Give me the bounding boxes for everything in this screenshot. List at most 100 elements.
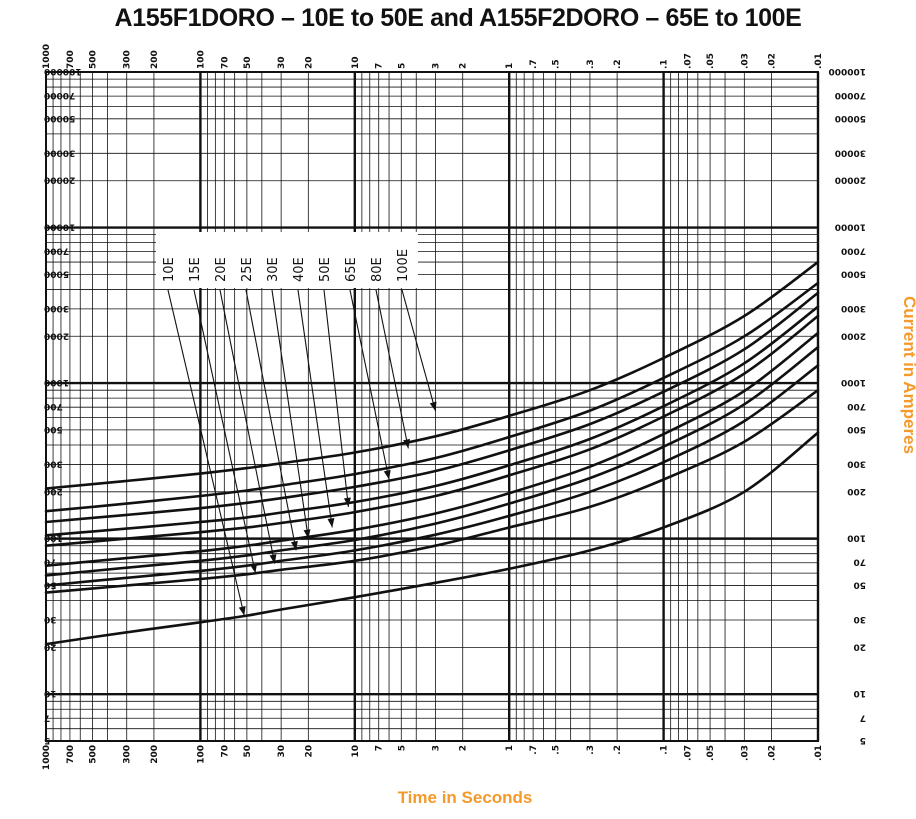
leader-line-40e xyxy=(297,289,333,528)
x-tick-label-top: .5 xyxy=(552,59,562,69)
legend-label-15e: 15E xyxy=(188,257,203,282)
y-tick-label-right: 30 xyxy=(853,614,866,624)
y-tick-label-right: 30000 xyxy=(835,147,866,157)
x-tick-label-top: .7 xyxy=(529,59,539,69)
legend-label-25e: 25E xyxy=(240,257,255,282)
y-tick-label-right: 500 xyxy=(847,424,866,434)
x-tick-label-bottom: 500 xyxy=(88,745,98,764)
chart-title: A155F1DORO – 10E to 50E and A155F2DORO –… xyxy=(114,4,802,32)
legend-label-50e: 50E xyxy=(318,257,333,282)
legend-label-65e: 65E xyxy=(344,257,359,282)
x-tick-label-top: .03 xyxy=(740,53,750,69)
x-tick-label-top: .1 xyxy=(660,59,670,69)
x-tick-label-bottom: .02 xyxy=(768,745,778,761)
legend-label-20e: 20E xyxy=(214,257,229,282)
x-tick-label-bottom: 2 xyxy=(459,745,469,751)
leader-arrow-50e xyxy=(343,497,351,507)
legend-label-30e: 30E xyxy=(266,257,281,282)
x-tick-label-bottom: .3 xyxy=(586,745,596,755)
y-tick-label-right: 50 xyxy=(853,579,866,589)
x-tick-label-top: 50 xyxy=(243,56,253,69)
leader-arrow-40e xyxy=(327,518,335,528)
x-tick-label-bottom: 20 xyxy=(304,745,314,758)
y-tick-label-left: 100 xyxy=(44,533,63,543)
y-tick-label-left: 700 xyxy=(44,401,63,411)
y-tick-label-right: 7 xyxy=(860,712,866,722)
y-tick-label-left: 70 xyxy=(44,557,57,567)
y-tick-label-left: 10 xyxy=(44,688,57,698)
series-line-20e xyxy=(44,364,820,587)
y-tick-label-right: 20000 xyxy=(835,175,866,185)
leader-line-100e xyxy=(401,289,437,412)
x-tick-label-top: 7 xyxy=(375,63,385,69)
y-tick-label-left: 30 xyxy=(44,614,57,624)
series-line-15e xyxy=(44,388,820,594)
x-tick-label-bottom: 1000 xyxy=(42,745,52,770)
y-tick-label-right: 1000 xyxy=(841,377,866,387)
x-tick-label-bottom: .05 xyxy=(706,745,716,761)
y-tick-label-left: 1000 xyxy=(44,377,69,387)
x-tick-label-top: 100 xyxy=(196,50,206,69)
y-tick-label-right: 3000 xyxy=(841,303,866,313)
x-tick-label-bottom: 200 xyxy=(150,745,160,764)
y-tick-label-left: 200 xyxy=(44,486,63,496)
x-tick-label-bottom: 700 xyxy=(66,745,76,764)
y-tick-label-left: 20 xyxy=(44,641,57,651)
y-axis-label: Current in Amperes xyxy=(900,296,916,454)
x-tick-label-top: .07 xyxy=(684,53,694,69)
x-tick-label-top: 70 xyxy=(220,56,230,69)
y-tick-label-right: 300 xyxy=(847,458,866,468)
x-tick-label-bottom: 5 xyxy=(397,745,407,751)
x-tick-label-bottom: .2 xyxy=(613,745,623,755)
y-tick-label-left: 3000 xyxy=(44,303,69,313)
series-line-100e xyxy=(44,260,820,490)
x-tick-label-bottom: 100 xyxy=(196,745,206,764)
leader-line-10e xyxy=(167,289,245,616)
y-tick-label-right: 200 xyxy=(847,486,866,496)
y-tick-label-right: 70000 xyxy=(835,90,866,100)
x-tick-label-top: 500 xyxy=(88,50,98,69)
y-tick-label-right: 7000 xyxy=(841,246,866,256)
x-tick-label-top: 10 xyxy=(351,56,361,69)
y-tick-label-right: 700 xyxy=(847,401,866,411)
y-tick-label-left: 7 xyxy=(44,712,50,722)
legend-label-100e: 100E xyxy=(396,249,411,282)
y-tick-label-right: 5 xyxy=(860,735,866,745)
x-tick-label-top: .01 xyxy=(814,53,824,69)
x-tick-label-top: 1 xyxy=(505,63,515,69)
y-tick-label-right: 50000 xyxy=(835,113,866,123)
leader-line-65e xyxy=(349,289,390,480)
x-tick-label-top: 20 xyxy=(304,56,314,69)
x-tick-label-top: .02 xyxy=(768,53,778,69)
x-tick-label-top: .3 xyxy=(586,59,596,69)
leader-arrow-10e xyxy=(238,606,246,616)
x-tick-label-bottom: 10 xyxy=(351,745,361,758)
y-tick-label-left: 2000 xyxy=(44,330,69,340)
y-tick-label-left: 70000 xyxy=(44,90,75,100)
series-leaders xyxy=(167,289,437,616)
plot-frame xyxy=(45,71,819,742)
tick-labels: 1000 1000 700 700 500 500 300 300 200 200 100 100 70… xyxy=(42,44,866,770)
leader-line-20e xyxy=(219,289,276,564)
x-tick-label-bottom: 1 xyxy=(505,745,515,751)
series-line-65e xyxy=(44,291,820,524)
leader-line-30e xyxy=(271,289,309,539)
x-tick-label-bottom: .03 xyxy=(740,745,750,761)
leader-arrow-15e xyxy=(250,563,257,574)
leader-arrow-80e xyxy=(403,438,410,449)
y-tick-label-right: 5000 xyxy=(841,268,866,278)
y-tick-label-left: 50000 xyxy=(44,113,75,123)
x-axis-label: Time in Seconds xyxy=(398,788,533,807)
series-line-10e xyxy=(44,431,820,646)
x-tick-label-bottom: .5 xyxy=(552,745,562,755)
y-tick-label-right: 70 xyxy=(853,557,866,567)
x-tick-label-bottom: 3 xyxy=(432,745,442,751)
x-tick-label-top: 30 xyxy=(277,56,287,69)
x-tick-label-top: 2 xyxy=(459,63,469,69)
legend-label-80e: 80E xyxy=(370,257,385,282)
x-tick-label-top: 1000 xyxy=(42,44,52,69)
series-line-30e xyxy=(44,331,820,567)
leader-arrow-20e xyxy=(269,554,277,564)
y-tick-label-right: 10000 xyxy=(835,222,866,232)
